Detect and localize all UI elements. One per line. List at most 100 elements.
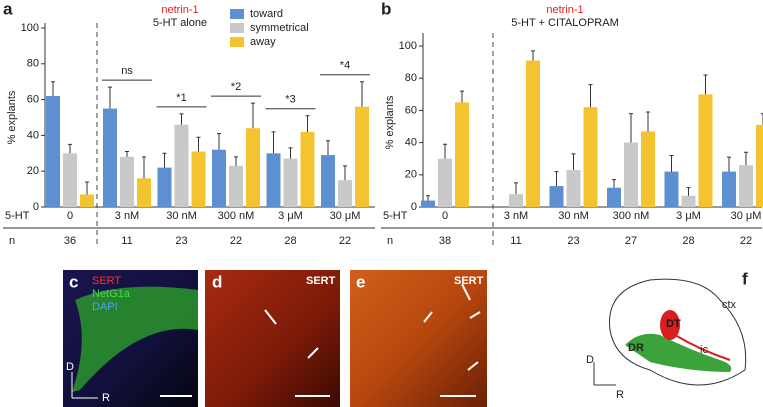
y-tick-label: 20 bbox=[405, 169, 417, 181]
bar bbox=[191, 151, 206, 207]
sig-label: *1 bbox=[176, 92, 186, 104]
y-tick-label: 40 bbox=[27, 129, 39, 141]
bar bbox=[624, 142, 638, 207]
dt-nucleus bbox=[660, 310, 680, 340]
bar bbox=[137, 178, 151, 207]
stain-label: SERT bbox=[92, 275, 121, 287]
x-tick-label: 300 nM bbox=[613, 210, 650, 222]
arrow bbox=[264, 309, 319, 359]
n-label: 38 bbox=[439, 235, 451, 247]
panel-label: e bbox=[356, 272, 365, 291]
axis-label: R bbox=[616, 389, 624, 401]
x-tick-label: 3 nM bbox=[504, 210, 528, 222]
bar bbox=[157, 167, 172, 207]
bar bbox=[174, 124, 189, 207]
error-bar bbox=[108, 86, 112, 109]
y-tick-label: 40 bbox=[405, 137, 417, 149]
error-bar bbox=[703, 74, 708, 95]
error-bar bbox=[460, 90, 464, 103]
axis-arrows bbox=[71, 372, 98, 399]
bar bbox=[549, 186, 564, 207]
region-label: DR bbox=[628, 342, 644, 354]
brain-outline bbox=[609, 278, 747, 386]
error-bar bbox=[196, 136, 201, 152]
bar bbox=[355, 106, 369, 207]
region-label: ic bbox=[700, 344, 708, 356]
region-label: DT bbox=[666, 318, 681, 330]
error-bar bbox=[669, 154, 674, 172]
y-tick-label: 100 bbox=[21, 22, 39, 34]
stain-label: NetG1a bbox=[92, 288, 131, 300]
arrow bbox=[423, 283, 481, 371]
bar bbox=[756, 124, 763, 207]
bar bbox=[698, 94, 713, 207]
bar bbox=[266, 153, 281, 207]
bar bbox=[526, 60, 540, 208]
error-bar bbox=[51, 81, 55, 97]
legend-label: symmetrical bbox=[250, 22, 309, 34]
bar bbox=[681, 195, 696, 207]
error-bar bbox=[727, 156, 731, 172]
bar bbox=[583, 107, 598, 207]
bar bbox=[566, 169, 581, 207]
stain-label: SERT bbox=[454, 275, 484, 287]
bar bbox=[739, 165, 753, 207]
bar bbox=[338, 180, 352, 207]
panel-label: f bbox=[742, 269, 748, 288]
error-bar bbox=[68, 143, 72, 154]
panel-label: d bbox=[212, 272, 222, 291]
axis-label: D bbox=[586, 354, 594, 366]
y-tick-label: 100 bbox=[399, 40, 417, 52]
error-bar bbox=[588, 84, 593, 108]
legend-label: toward bbox=[250, 8, 283, 20]
error-bar bbox=[514, 182, 518, 195]
bar bbox=[321, 155, 335, 207]
error-bar bbox=[162, 152, 167, 168]
stain-label: SERT bbox=[306, 275, 336, 287]
x-tick-label: 3 μM bbox=[278, 210, 303, 222]
chart-title: netrin-1 bbox=[161, 4, 198, 16]
error-bar bbox=[125, 151, 129, 157]
error-bar bbox=[571, 153, 576, 170]
y-tick-label: 60 bbox=[27, 94, 39, 106]
bar bbox=[641, 131, 655, 207]
y-tick-label: 80 bbox=[27, 58, 39, 70]
bar bbox=[664, 171, 679, 207]
projection bbox=[674, 334, 731, 361]
error-bar bbox=[761, 113, 763, 125]
y-axis-label: % explants bbox=[6, 90, 18, 144]
x-tick-label: 300 nM bbox=[218, 210, 255, 222]
n-label: 28 bbox=[682, 235, 694, 247]
x-tick-label: 30 nM bbox=[558, 210, 589, 222]
row-label: 5-HT bbox=[383, 210, 408, 222]
x-tick-label: 0 bbox=[67, 210, 73, 222]
n-label: 27 bbox=[625, 235, 637, 247]
chart-title: netrin-1 bbox=[546, 4, 583, 16]
bar bbox=[438, 158, 452, 207]
panel-label: c bbox=[69, 272, 78, 291]
bar bbox=[246, 128, 260, 207]
legend-swatch bbox=[230, 9, 244, 19]
n-label: 11 bbox=[121, 235, 132, 247]
error-bar bbox=[234, 156, 238, 166]
n-label: 22 bbox=[230, 235, 242, 247]
x-tick-label: 30 μM bbox=[330, 210, 361, 222]
sig-label: ns bbox=[121, 65, 133, 77]
y-tick-label: 80 bbox=[405, 72, 417, 84]
sig-label: *3 bbox=[285, 94, 295, 106]
bar bbox=[212, 149, 226, 207]
error-bar bbox=[531, 50, 535, 61]
panel-label: a bbox=[3, 0, 13, 18]
x-tick-label: 3 nM bbox=[115, 210, 139, 222]
n-label: 22 bbox=[339, 235, 351, 247]
row-label: n bbox=[387, 235, 393, 247]
error-bar bbox=[629, 113, 633, 143]
axis-label: D bbox=[66, 361, 74, 373]
bar bbox=[120, 156, 134, 207]
error-bar bbox=[360, 81, 364, 107]
error-bar bbox=[744, 151, 748, 166]
bar bbox=[455, 102, 469, 207]
error-bar bbox=[443, 143, 447, 159]
n-label: 22 bbox=[740, 235, 752, 247]
